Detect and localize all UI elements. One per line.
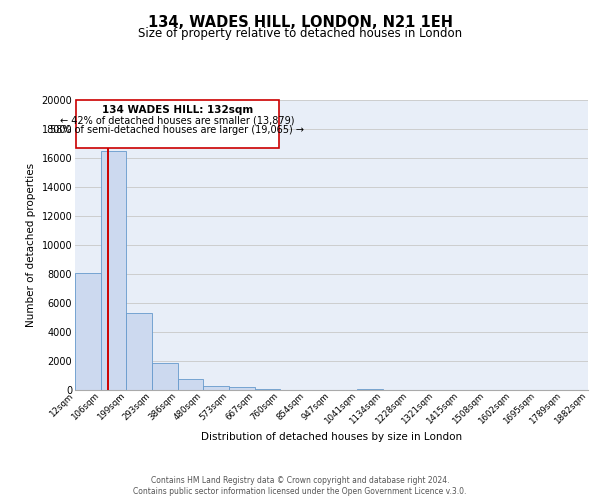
Y-axis label: Number of detached properties: Number of detached properties xyxy=(26,163,36,327)
Bar xyxy=(178,379,203,390)
Bar xyxy=(357,388,383,390)
Bar xyxy=(101,151,127,390)
Text: 134, WADES HILL, LONDON, N21 1EH: 134, WADES HILL, LONDON, N21 1EH xyxy=(148,15,452,30)
Text: 134 WADES HILL: 132sqm: 134 WADES HILL: 132sqm xyxy=(101,105,253,115)
Text: ← 42% of detached houses are smaller (13,879): ← 42% of detached houses are smaller (13… xyxy=(60,115,295,125)
X-axis label: Distribution of detached houses by size in London: Distribution of detached houses by size … xyxy=(201,432,462,442)
Bar xyxy=(127,313,152,390)
Bar xyxy=(229,387,254,390)
Text: Size of property relative to detached houses in London: Size of property relative to detached ho… xyxy=(138,28,462,40)
Bar xyxy=(75,272,101,390)
Bar xyxy=(152,363,178,390)
Bar xyxy=(203,386,229,390)
Text: Contains HM Land Registry data © Crown copyright and database right 2024.: Contains HM Land Registry data © Crown c… xyxy=(151,476,449,485)
FancyBboxPatch shape xyxy=(76,100,279,148)
Text: 58% of semi-detached houses are larger (19,065) →: 58% of semi-detached houses are larger (… xyxy=(50,126,304,136)
Text: Contains public sector information licensed under the Open Government Licence v.: Contains public sector information licen… xyxy=(133,488,467,496)
Bar xyxy=(254,388,280,390)
